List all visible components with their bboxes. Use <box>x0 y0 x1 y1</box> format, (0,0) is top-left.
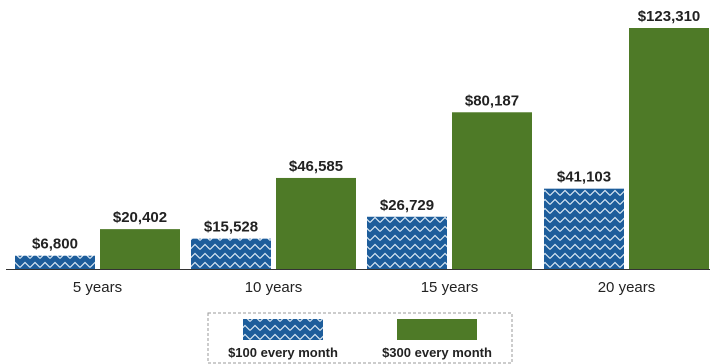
x-tick-label-15-years: 15 years <box>421 279 479 296</box>
value-label-20-years-series-1: $123,310 <box>638 8 701 25</box>
bar-15-years-series-1 <box>452 112 532 270</box>
value-label-5-years-series-0: $6,800 <box>32 236 78 253</box>
legend-swatch-300-monthly <box>397 319 477 340</box>
bar-20-years-series-1 <box>629 28 709 269</box>
value-label-10-years-series-0: $15,528 <box>204 219 258 236</box>
x-tick-label-10-years: 10 years <box>245 279 303 296</box>
legend-label-100-monthly: $100 every month <box>228 345 338 360</box>
value-label-20-years-series-0: $41,103 <box>557 169 611 186</box>
value-label-5-years-series-1: $20,402 <box>113 209 167 226</box>
value-label-10-years-series-1: $46,585 <box>289 158 343 175</box>
legend-label-300-monthly: $300 every month <box>382 345 492 360</box>
bars-group <box>15 28 709 270</box>
value-label-15-years-series-1: $80,187 <box>465 92 519 109</box>
bar-10-years-series-1 <box>276 177 356 269</box>
legend-border <box>207 312 513 364</box>
value-label-15-years-series-0: $26,729 <box>380 197 434 214</box>
bar-5-years-series-0 <box>15 255 95 269</box>
x-tick-labels-group: 5 years 10 years 15 years 20 years <box>73 279 655 296</box>
bar-10-years-series-0 <box>191 238 271 269</box>
bar-15-years-series-0 <box>367 216 447 269</box>
legend: $100 every month $300 every month <box>207 312 513 364</box>
x-tick-label-20-years: 20 years <box>598 279 656 296</box>
value-labels-group: $6,800 $20,402 $15,528 $46,585 $26,729 $80,18… <box>32 8 700 253</box>
bar-20-years-series-0 <box>544 188 624 269</box>
legend-swatch-100-monthly <box>243 319 323 340</box>
x-tick-label-5-years: 5 years <box>73 279 122 296</box>
bar-5-years-series-1 <box>100 229 180 269</box>
